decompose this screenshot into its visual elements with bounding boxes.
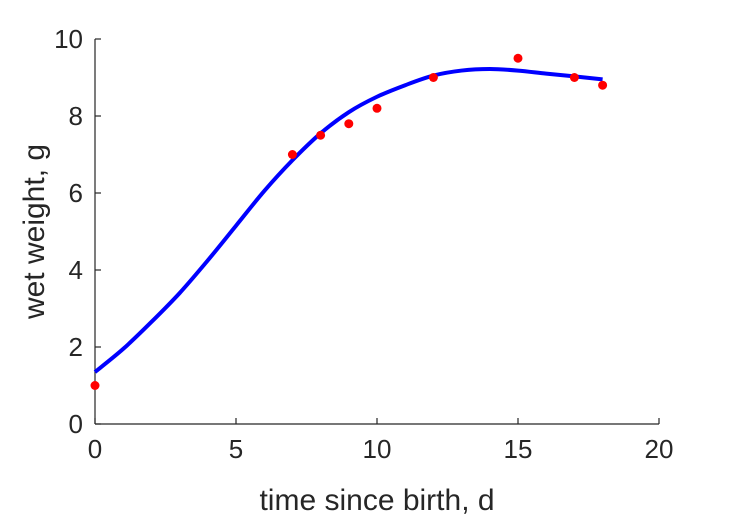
data-point [513, 53, 523, 63]
data-point [344, 119, 354, 129]
data-point [90, 381, 100, 390]
y-tick-label: 4 [69, 255, 83, 285]
y-axis-label: wet weight, g [18, 144, 51, 320]
x-tick-label: 0 [88, 434, 102, 464]
x-tick-label: 20 [645, 434, 674, 464]
data-point [569, 73, 579, 82]
y-ticks: 0 2 4 6 8 10 [54, 24, 101, 439]
x-tick-label: 15 [504, 434, 533, 464]
y-tick-label: 6 [69, 178, 83, 208]
plot-area [90, 53, 608, 390]
x-tick-label: 5 [229, 434, 243, 464]
data-point [598, 80, 608, 90]
x-ticks: 0 5 10 15 20 [88, 418, 674, 464]
data-point [287, 150, 297, 159]
x-axis-label: time since birth, d [259, 484, 494, 517]
y-tick-label: 0 [69, 409, 83, 439]
data-point [316, 130, 326, 140]
data-point [428, 73, 438, 82]
y-tick-label: 10 [54, 24, 83, 54]
y-tick-label: 2 [69, 332, 83, 362]
data-point [372, 103, 382, 113]
y-tick-label: 8 [69, 101, 83, 131]
model-fit-line [93, 67, 603, 374]
x-tick-label: 10 [363, 434, 392, 464]
